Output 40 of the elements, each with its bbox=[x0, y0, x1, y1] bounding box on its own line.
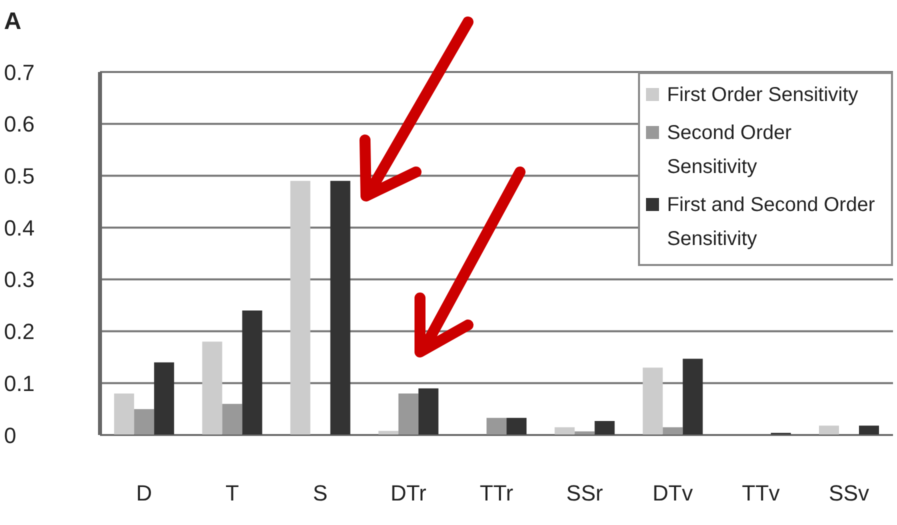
y-tick-label: 0.3 bbox=[4, 267, 35, 292]
bar bbox=[486, 418, 507, 435]
bar bbox=[290, 180, 310, 435]
bar bbox=[642, 368, 663, 435]
bar bbox=[154, 362, 174, 435]
y-tick-label: 0.2 bbox=[4, 319, 35, 344]
x-tick-label: T bbox=[225, 480, 239, 506]
bar bbox=[506, 418, 527, 435]
x-tick-label: SSv bbox=[828, 480, 870, 506]
bar bbox=[398, 394, 418, 435]
bar bbox=[554, 427, 575, 435]
legend-label: First Order Sensitivity bbox=[667, 83, 858, 108]
bar bbox=[202, 342, 222, 435]
x-tick-label: TTr bbox=[480, 480, 514, 506]
y-tick-label: 0.1 bbox=[4, 370, 35, 396]
y-tick-label: 0.5 bbox=[4, 164, 35, 189]
bar bbox=[134, 409, 154, 435]
x-tick-label: TTv bbox=[742, 480, 780, 506]
bar bbox=[330, 180, 350, 435]
y-tick-label: 0.4 bbox=[4, 215, 35, 240]
bar bbox=[242, 310, 262, 435]
bar bbox=[594, 421, 615, 435]
bar bbox=[114, 394, 134, 435]
bar bbox=[222, 404, 242, 435]
y-tick-label: 0.6 bbox=[4, 112, 35, 137]
bar bbox=[818, 426, 839, 435]
text: A bbox=[4, 8, 22, 36]
x-tick-label: DTv bbox=[652, 480, 693, 506]
bar bbox=[858, 426, 879, 435]
bar bbox=[662, 427, 683, 435]
x-tick-label: SSr bbox=[566, 480, 603, 506]
x-tick-label: DTr bbox=[390, 480, 426, 506]
x-tick-label: S bbox=[312, 480, 328, 506]
legend-label: Second Order Sensitivity bbox=[667, 121, 793, 180]
bar bbox=[418, 388, 438, 435]
y-tick-label: 0.7 bbox=[4, 60, 35, 85]
y-tick-label: 0 bbox=[4, 422, 16, 448]
x-tick-label: D bbox=[136, 480, 152, 506]
bar bbox=[682, 358, 703, 435]
legend-label: First and Second Order Sensitivity bbox=[667, 193, 876, 252]
